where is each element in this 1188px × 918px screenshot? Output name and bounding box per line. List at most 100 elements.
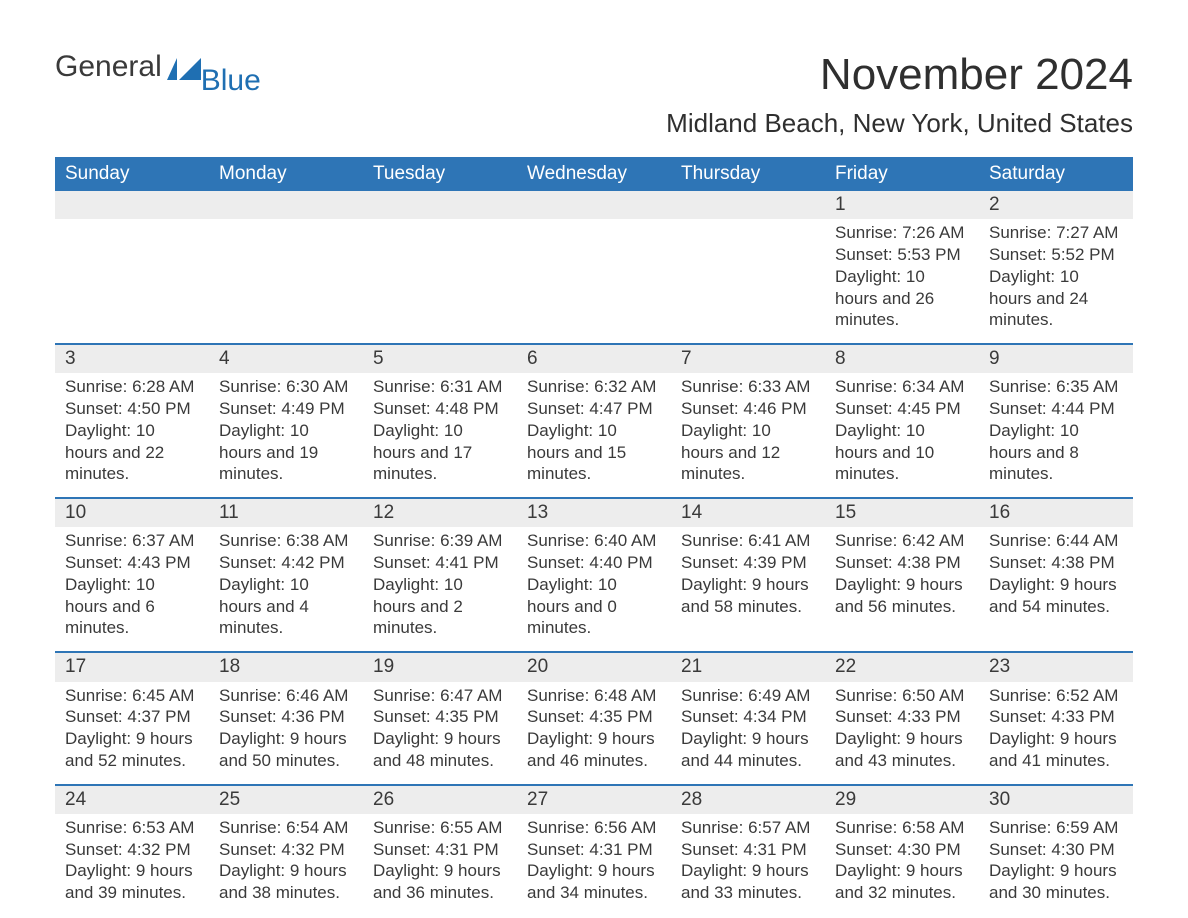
sunrise-text: Sunrise: 6:58 AM <box>835 817 969 839</box>
day-body: Sunrise: 6:58 AMSunset: 4:30 PMDaylight:… <box>825 814 979 916</box>
day-body: Sunrise: 6:47 AMSunset: 4:35 PMDaylight:… <box>363 682 517 784</box>
sunset-text: Sunset: 4:49 PM <box>219 398 353 420</box>
sunset-text: Sunset: 4:35 PM <box>373 706 507 728</box>
sunset-text: Sunset: 4:47 PM <box>527 398 661 420</box>
logo-text-blue: Blue <box>201 64 261 98</box>
day-cell: 29Sunrise: 6:58 AMSunset: 4:30 PMDayligh… <box>825 786 979 916</box>
day-body: Sunrise: 6:44 AMSunset: 4:38 PMDaylight:… <box>979 527 1133 629</box>
day-number: 29 <box>825 786 979 814</box>
day-cell: 18Sunrise: 6:46 AMSunset: 4:36 PMDayligh… <box>209 653 363 783</box>
daylight-text: Daylight: 9 hours and 56 minutes. <box>835 574 969 618</box>
sunset-text: Sunset: 4:42 PM <box>219 552 353 574</box>
sunset-text: Sunset: 4:35 PM <box>527 706 661 728</box>
day-body <box>55 219 209 234</box>
day-cell: 6Sunrise: 6:32 AMSunset: 4:47 PMDaylight… <box>517 345 671 497</box>
daylight-text: Daylight: 9 hours and 50 minutes. <box>219 728 353 772</box>
sunset-text: Sunset: 4:32 PM <box>65 839 199 861</box>
day-cell: 7Sunrise: 6:33 AMSunset: 4:46 PMDaylight… <box>671 345 825 497</box>
day-cell: 28Sunrise: 6:57 AMSunset: 4:31 PMDayligh… <box>671 786 825 916</box>
sunrise-text: Sunrise: 6:55 AM <box>373 817 507 839</box>
logo-flag-icon <box>167 58 201 80</box>
page-title: November 2024 <box>820 50 1133 100</box>
sunrise-text: Sunrise: 6:32 AM <box>527 376 661 398</box>
sunset-text: Sunset: 4:48 PM <box>373 398 507 420</box>
sunset-text: Sunset: 4:38 PM <box>989 552 1123 574</box>
day-cell: 10Sunrise: 6:37 AMSunset: 4:43 PMDayligh… <box>55 499 209 651</box>
day-number: 10 <box>55 499 209 527</box>
sunrise-text: Sunrise: 6:50 AM <box>835 685 969 707</box>
day-body: Sunrise: 6:35 AMSunset: 4:44 PMDaylight:… <box>979 373 1133 497</box>
day-body: Sunrise: 6:40 AMSunset: 4:40 PMDaylight:… <box>517 527 671 651</box>
sunset-text: Sunset: 4:40 PM <box>527 552 661 574</box>
sunrise-text: Sunrise: 6:48 AM <box>527 685 661 707</box>
weekday-header: Sunday <box>55 157 209 191</box>
sunset-text: Sunset: 4:46 PM <box>681 398 815 420</box>
weekday-header: Monday <box>209 157 363 191</box>
daylight-text: Daylight: 9 hours and 52 minutes. <box>65 728 199 772</box>
sunset-text: Sunset: 4:30 PM <box>989 839 1123 861</box>
day-body: Sunrise: 6:49 AMSunset: 4:34 PMDaylight:… <box>671 682 825 784</box>
daylight-text: Daylight: 9 hours and 41 minutes. <box>989 728 1123 772</box>
sunrise-text: Sunrise: 6:49 AM <box>681 685 815 707</box>
daylight-text: Daylight: 10 hours and 15 minutes. <box>527 420 661 485</box>
day-number: 28 <box>671 786 825 814</box>
day-body: Sunrise: 6:50 AMSunset: 4:33 PMDaylight:… <box>825 682 979 784</box>
day-cell: 3Sunrise: 6:28 AMSunset: 4:50 PMDaylight… <box>55 345 209 497</box>
day-cell <box>517 191 671 343</box>
day-number: 23 <box>979 653 1133 681</box>
daylight-text: Daylight: 10 hours and 6 minutes. <box>65 574 199 639</box>
day-body: Sunrise: 7:26 AMSunset: 5:53 PMDaylight:… <box>825 219 979 343</box>
sunrise-text: Sunrise: 6:33 AM <box>681 376 815 398</box>
day-cell: 9Sunrise: 6:35 AMSunset: 4:44 PMDaylight… <box>979 345 1133 497</box>
daylight-text: Daylight: 9 hours and 36 minutes. <box>373 860 507 904</box>
location-subtitle: Midland Beach, New York, United States <box>55 108 1133 139</box>
day-number <box>363 191 517 219</box>
day-cell: 1Sunrise: 7:26 AMSunset: 5:53 PMDaylight… <box>825 191 979 343</box>
sunrise-text: Sunrise: 6:28 AM <box>65 376 199 398</box>
sunrise-text: Sunrise: 6:54 AM <box>219 817 353 839</box>
day-number: 24 <box>55 786 209 814</box>
sunrise-text: Sunrise: 6:52 AM <box>989 685 1123 707</box>
sunset-text: Sunset: 4:33 PM <box>989 706 1123 728</box>
day-cell: 16Sunrise: 6:44 AMSunset: 4:38 PMDayligh… <box>979 499 1133 651</box>
daylight-text: Daylight: 9 hours and 46 minutes. <box>527 728 661 772</box>
sunrise-text: Sunrise: 6:44 AM <box>989 530 1123 552</box>
sunset-text: Sunset: 4:33 PM <box>835 706 969 728</box>
day-body <box>671 219 825 234</box>
daylight-text: Daylight: 9 hours and 38 minutes. <box>219 860 353 904</box>
day-number: 19 <box>363 653 517 681</box>
day-cell: 21Sunrise: 6:49 AMSunset: 4:34 PMDayligh… <box>671 653 825 783</box>
day-body <box>517 219 671 234</box>
day-cell: 8Sunrise: 6:34 AMSunset: 4:45 PMDaylight… <box>825 345 979 497</box>
day-number: 20 <box>517 653 671 681</box>
sunset-text: Sunset: 4:43 PM <box>65 552 199 574</box>
sunset-text: Sunset: 4:38 PM <box>835 552 969 574</box>
day-number: 26 <box>363 786 517 814</box>
day-number: 21 <box>671 653 825 681</box>
day-cell: 24Sunrise: 6:53 AMSunset: 4:32 PMDayligh… <box>55 786 209 916</box>
sunrise-text: Sunrise: 6:34 AM <box>835 376 969 398</box>
day-body: Sunrise: 6:55 AMSunset: 4:31 PMDaylight:… <box>363 814 517 916</box>
sunrise-text: Sunrise: 6:53 AM <box>65 817 199 839</box>
weekday-header-row: SundayMondayTuesdayWednesdayThursdayFrid… <box>55 157 1133 191</box>
day-number: 1 <box>825 191 979 219</box>
logo-text-general: General <box>55 50 162 84</box>
day-body: Sunrise: 6:39 AMSunset: 4:41 PMDaylight:… <box>363 527 517 651</box>
sunset-text: Sunset: 4:44 PM <box>989 398 1123 420</box>
day-body: Sunrise: 6:42 AMSunset: 4:38 PMDaylight:… <box>825 527 979 629</box>
day-cell: 13Sunrise: 6:40 AMSunset: 4:40 PMDayligh… <box>517 499 671 651</box>
sunrise-text: Sunrise: 6:42 AM <box>835 530 969 552</box>
daylight-text: Daylight: 10 hours and 2 minutes. <box>373 574 507 639</box>
sunset-text: Sunset: 4:45 PM <box>835 398 969 420</box>
sunrise-text: Sunrise: 6:35 AM <box>989 376 1123 398</box>
day-body: Sunrise: 6:38 AMSunset: 4:42 PMDaylight:… <box>209 527 363 651</box>
day-cell <box>671 191 825 343</box>
daylight-text: Daylight: 10 hours and 10 minutes. <box>835 420 969 485</box>
day-body: Sunrise: 6:32 AMSunset: 4:47 PMDaylight:… <box>517 373 671 497</box>
weekday-header: Thursday <box>671 157 825 191</box>
day-cell: 4Sunrise: 6:30 AMSunset: 4:49 PMDaylight… <box>209 345 363 497</box>
day-number: 6 <box>517 345 671 373</box>
day-cell: 11Sunrise: 6:38 AMSunset: 4:42 PMDayligh… <box>209 499 363 651</box>
day-number: 16 <box>979 499 1133 527</box>
daylight-text: Daylight: 9 hours and 30 minutes. <box>989 860 1123 904</box>
